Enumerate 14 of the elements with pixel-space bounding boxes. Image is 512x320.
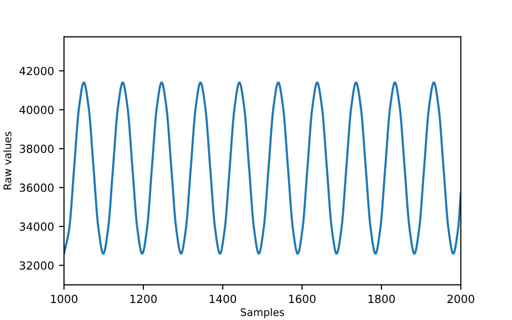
x-tick-label: 1200 [130, 294, 157, 304]
y-tick-label: 40000 [19, 106, 54, 114]
x-tick-label: 1000 [51, 294, 78, 304]
y-tick-label: 38000 [20, 144, 54, 154]
y-tick-label: 36000 [20, 184, 54, 192]
y-tick-label: 32000 [20, 261, 54, 270]
y-tick-label: 34000 [20, 222, 54, 231]
x-tick-label: 1400 [210, 294, 236, 304]
x-tick-label: 1800 [368, 294, 395, 304]
x-axis-title: Samples [240, 308, 284, 318]
x-tick-label: 1600 [289, 294, 316, 304]
y-axis-title: Raw values [3, 132, 12, 190]
x-tick-label: 2000 [447, 294, 474, 304]
y-tick-label: 42000 [19, 66, 54, 76]
